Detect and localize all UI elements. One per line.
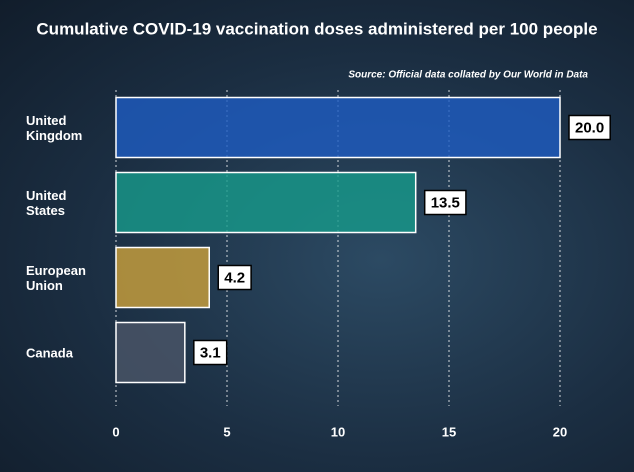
value-label-box [217, 264, 252, 291]
x-tick-label: 5 [223, 424, 230, 439]
y-tick-label: Canada [26, 345, 73, 360]
bar [115, 96, 561, 159]
chart-title: Cumulative COVID-19 vaccination doses ad… [36, 19, 597, 38]
value-label: 13.5 [431, 194, 460, 211]
value-label: 3.1 [200, 344, 221, 361]
value-label-box [568, 114, 611, 141]
y-tick-label: United Kingdom [26, 112, 83, 143]
value-label-box [423, 189, 467, 216]
y-tick-label: United States [26, 187, 67, 218]
bar [115, 246, 210, 309]
value-label: 4.2 [224, 269, 245, 286]
x-tick-label: 10 [331, 424, 345, 439]
value-label: 20.0 [575, 119, 604, 136]
y-tick-label: European Union [26, 262, 86, 293]
bar [115, 171, 417, 234]
bar [115, 321, 186, 384]
source-note: Source: Official data collated by Our Wo… [348, 70, 588, 81]
value-label-box [193, 339, 228, 366]
x-tick-label: 0 [112, 424, 119, 439]
x-tick-label: 20 [553, 424, 567, 439]
x-tick-label: 15 [442, 424, 456, 439]
